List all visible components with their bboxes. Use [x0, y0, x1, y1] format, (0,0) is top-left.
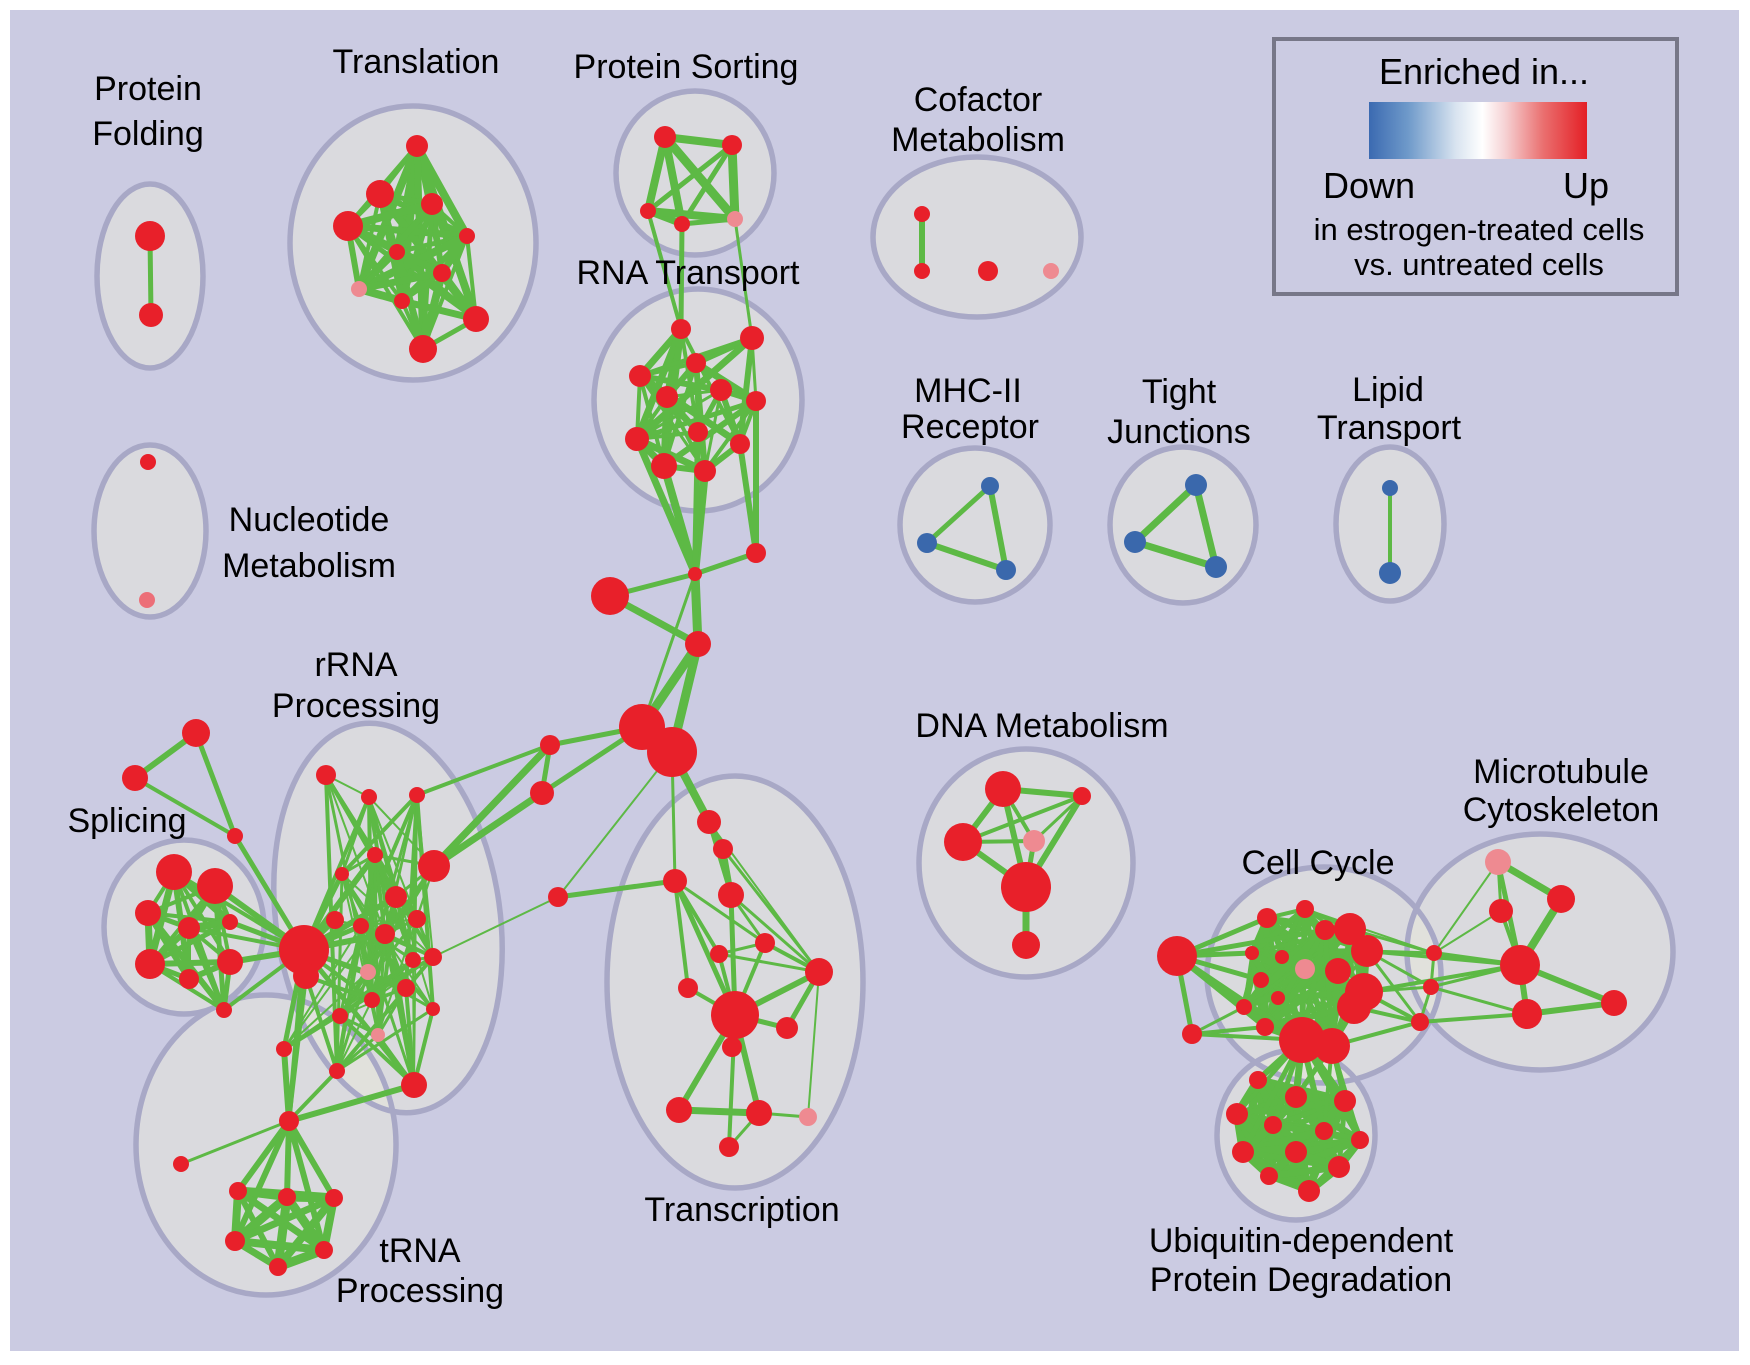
svg-text:Cofactor: Cofactor [914, 81, 1043, 119]
svg-text:Lipid: Lipid [1352, 371, 1424, 409]
svg-text:Processing: Processing [272, 687, 440, 725]
svg-text:DNA Metabolism: DNA Metabolism [915, 707, 1168, 745]
svg-text:Metabolism: Metabolism [891, 121, 1065, 159]
svg-text:Processing: Processing [336, 1272, 504, 1310]
svg-text:Tight: Tight [1142, 373, 1217, 411]
svg-text:Cell Cycle: Cell Cycle [1241, 844, 1394, 882]
svg-text:Microtubule: Microtubule [1473, 753, 1649, 791]
svg-text:Protein Sorting: Protein Sorting [574, 48, 799, 86]
svg-text:Cytoskeleton: Cytoskeleton [1463, 791, 1660, 829]
svg-text:RNA Transport: RNA Transport [577, 254, 801, 292]
svg-text:Enriched in...: Enriched in... [1379, 51, 1589, 92]
svg-text:Up: Up [1563, 165, 1609, 206]
svg-text:Receptor: Receptor [901, 408, 1039, 446]
svg-text:vs. untreated cells: vs. untreated cells [1354, 247, 1604, 282]
svg-text:Junctions: Junctions [1107, 413, 1251, 451]
svg-text:MHC-II: MHC-II [914, 372, 1022, 410]
svg-text:Down: Down [1323, 165, 1415, 206]
svg-text:rRNA: rRNA [314, 646, 397, 684]
svg-text:tRNA: tRNA [379, 1232, 461, 1270]
svg-text:Transport: Transport [1317, 409, 1462, 447]
svg-text:Metabolism: Metabolism [222, 547, 396, 585]
svg-text:Protein Degradation: Protein Degradation [1150, 1261, 1452, 1299]
svg-text:in estrogen-treated cells: in estrogen-treated cells [1314, 212, 1645, 247]
svg-text:Splicing: Splicing [67, 802, 186, 840]
svg-text:Nucleotide: Nucleotide [229, 501, 390, 539]
svg-text:Transcription: Transcription [644, 1191, 839, 1229]
svg-text:Ubiquitin-dependent: Ubiquitin-dependent [1149, 1222, 1454, 1260]
svg-text:Translation: Translation [333, 43, 500, 81]
svg-text:Folding: Folding [92, 115, 204, 153]
svg-text:Protein: Protein [94, 70, 202, 108]
